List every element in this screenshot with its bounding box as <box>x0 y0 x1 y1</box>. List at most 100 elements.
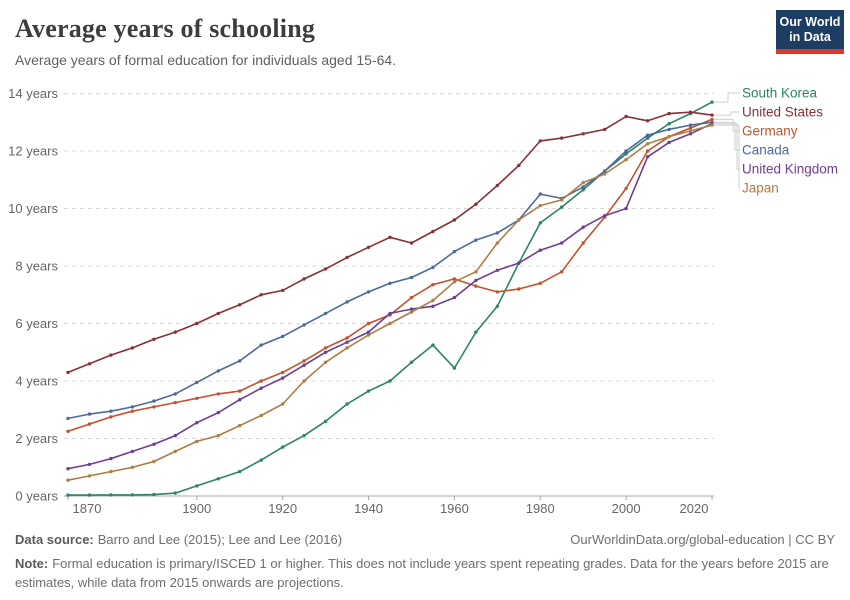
series-point-canada <box>259 343 263 347</box>
series-point-south-korea <box>452 366 457 370</box>
y-tick-label: 10 years <box>8 201 58 216</box>
series-point-germany <box>195 396 199 400</box>
series-point-canada <box>624 149 628 153</box>
series-point-united-kingdom <box>259 386 263 390</box>
series-point-united-states <box>366 245 371 249</box>
series-point-united-states <box>152 337 156 341</box>
series-point-canada <box>130 405 135 409</box>
series-point-south-korea <box>431 343 435 347</box>
series-point-canada <box>581 185 585 189</box>
data-source: Data source: Barro and Lee (2015); Lee an… <box>15 532 342 547</box>
series-point-germany <box>710 117 714 122</box>
series-point-united-kingdom <box>495 268 499 272</box>
series-point-canada <box>281 334 285 339</box>
series-point-canada <box>87 412 92 416</box>
series-point-united-states <box>281 288 285 293</box>
series-point-canada <box>474 238 478 242</box>
legend-label-south-korea[interactable]: South Korea <box>742 86 818 101</box>
series-point-japan <box>109 469 113 474</box>
y-tick-label: 4 years <box>15 374 58 389</box>
y-tick-label: 14 years <box>8 86 58 101</box>
legend-connector-japan <box>714 124 740 189</box>
legend-label-canada[interactable]: Canada <box>742 143 790 158</box>
legend-label-germany[interactable]: Germany <box>742 124 798 139</box>
series-point-united-states <box>581 132 585 136</box>
series-point-united-states <box>109 353 113 357</box>
y-axis: 0 years 2 years 4 years 6 years 8 years 10 ye… <box>8 86 58 504</box>
series-line-japan[interactable] <box>67 124 713 481</box>
legend[interactable]: South Korea United States Germany Canada Uni… <box>742 86 838 196</box>
legend-connector-canada <box>714 121 740 151</box>
series-point-south-korea <box>495 304 499 308</box>
series-point-south-korea <box>667 122 671 126</box>
series-point-japan <box>603 172 607 176</box>
series-point-germany <box>474 284 478 288</box>
series-point-united-states <box>345 255 349 260</box>
series-point-germany <box>281 370 285 375</box>
series-point-germany <box>345 336 349 340</box>
series-point-japan <box>538 203 542 208</box>
chart-note: Note: Formal education is primary/ISCED 1… <box>15 554 837 592</box>
x-tick-label: 1920 <box>268 501 297 516</box>
series-point-japan <box>560 198 564 202</box>
series-line-united-states[interactable] <box>67 111 713 374</box>
series-point-japan <box>345 346 349 350</box>
legend-label-united-states[interactable]: United States <box>742 105 823 120</box>
series-point-united-kingdom <box>130 449 135 454</box>
series-point-japan <box>710 123 714 127</box>
x-tick-label: 1960 <box>440 501 469 516</box>
series-point-united-states <box>216 311 220 316</box>
series-point-japan <box>388 321 392 326</box>
series-point-united-kingdom <box>238 398 242 402</box>
series-point-canada <box>109 409 113 413</box>
series-point-japan <box>431 298 435 303</box>
series-point-united-states <box>452 218 457 222</box>
series-point-south-korea <box>152 492 156 497</box>
series-point-united-states <box>173 330 177 334</box>
series-point-germany <box>173 400 177 405</box>
series-point-south-korea <box>173 491 177 495</box>
series-point-south-korea <box>409 360 414 364</box>
series-point-south-korea <box>474 330 478 334</box>
series-point-united-kingdom <box>452 295 457 300</box>
citation-link[interactable]: OurWorldinData.org/global-education | CC… <box>570 532 835 547</box>
series-point-canada <box>388 281 392 285</box>
x-tick-label: 1980 <box>526 501 555 516</box>
series-point-germany <box>302 359 306 363</box>
series-point-south-korea <box>710 100 714 104</box>
series-point-canada <box>66 416 70 421</box>
series-point-japan <box>474 270 478 274</box>
data-source-label: Data source: <box>15 532 94 547</box>
series-point-united-kingdom <box>688 132 693 136</box>
legend-label-united-kingdom[interactable]: United Kingdom <box>742 162 838 177</box>
series-point-germany <box>216 392 220 396</box>
series-line-united-kingdom[interactable] <box>67 122 713 470</box>
y-tick-label: 0 years <box>15 489 58 504</box>
y-tick-label: 8 years <box>15 259 58 274</box>
series-point-united-states <box>195 321 199 326</box>
x-tick-label: 1870 <box>73 501 102 516</box>
series-point-united-states <box>259 293 263 297</box>
series-point-germany <box>645 149 650 153</box>
series-point-south-korea <box>624 152 628 156</box>
series-point-germany <box>624 186 628 191</box>
series-point-united-states <box>409 241 414 245</box>
series-point-germany <box>366 321 371 326</box>
series-point-united-states <box>302 277 306 281</box>
series-point-united-kingdom <box>388 311 392 316</box>
series-point-south-korea <box>302 433 306 438</box>
series-point-united-kingdom <box>87 462 92 467</box>
series-point-united-kingdom <box>366 330 371 334</box>
series-point-south-korea <box>259 458 263 462</box>
series-point-japan <box>259 413 263 418</box>
series-point-japan <box>238 423 242 428</box>
series-point-canada <box>152 399 156 403</box>
series-point-japan <box>281 402 285 406</box>
legend-label-japan[interactable]: Japan <box>742 181 779 196</box>
series-point-germany <box>452 277 457 281</box>
series-point-germany <box>688 126 693 130</box>
y-tick-label: 12 years <box>8 144 58 159</box>
series-point-canada <box>431 265 435 270</box>
chart-series[interactable] <box>66 100 714 497</box>
series-point-canada <box>366 290 371 294</box>
